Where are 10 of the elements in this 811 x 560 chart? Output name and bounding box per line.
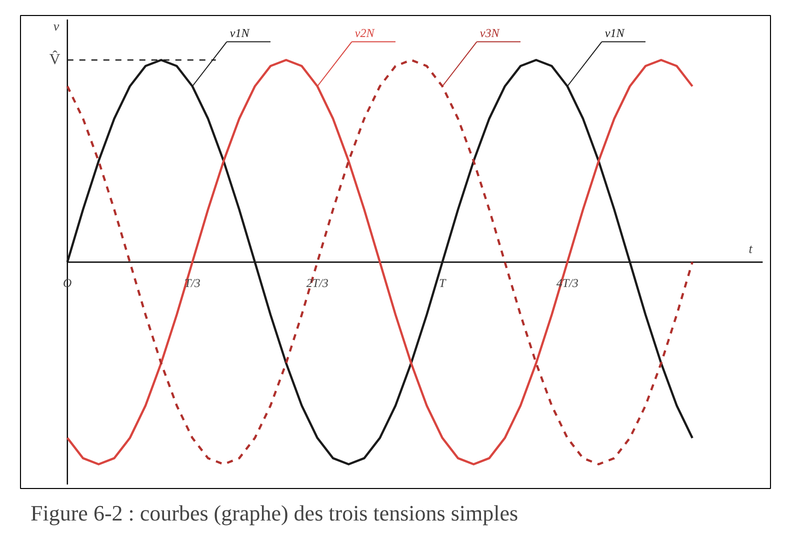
text: v1N xyxy=(604,26,626,40)
x-tick-label: 2T/3 xyxy=(306,276,328,290)
y-axis-title: v xyxy=(53,18,60,34)
text: v2N xyxy=(354,26,376,40)
annotation: V̂ xyxy=(49,50,60,68)
text: v1N xyxy=(230,26,250,40)
x-tick-label: T xyxy=(439,276,448,290)
text: v3N xyxy=(480,26,500,40)
x-axis-title: t xyxy=(748,241,753,256)
caption: Figure 6-2 : courbes (graphe) des trois tensions simples xyxy=(30,500,518,526)
